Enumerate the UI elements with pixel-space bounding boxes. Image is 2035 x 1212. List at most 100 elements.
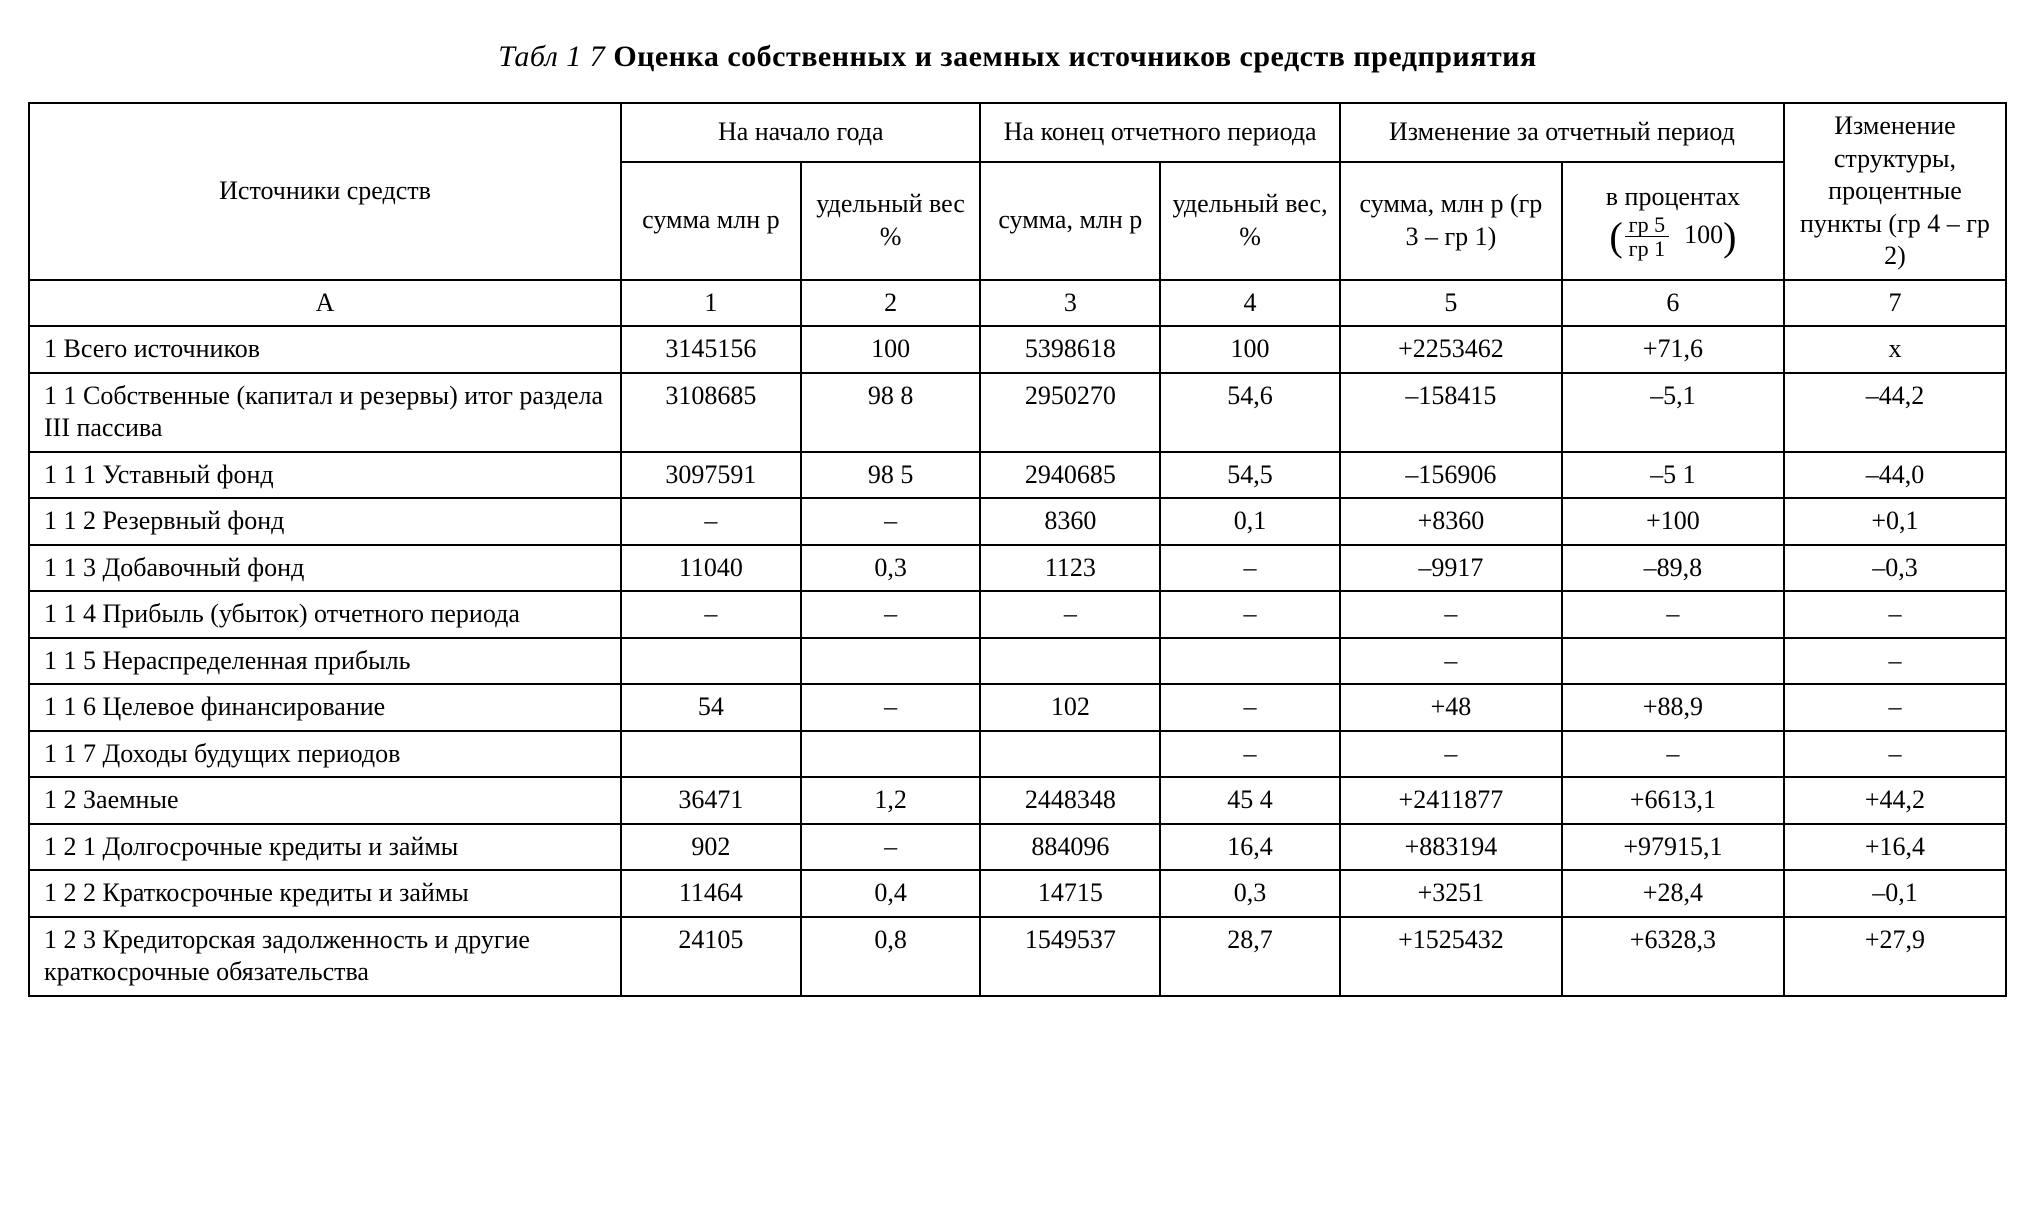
row-value: +8360 [1340, 498, 1562, 545]
row-value: +2253462 [1340, 326, 1562, 373]
header-group-change: Изменение за отчетный период [1340, 103, 1784, 162]
row-value: –9917 [1340, 545, 1562, 592]
row-value: – [801, 591, 981, 638]
table-body: 1 Всего источников31451561005398618100+2… [29, 326, 2006, 996]
row-value: 3097591 [621, 452, 801, 499]
row-value: +2411877 [1340, 777, 1562, 824]
row-value: 3108685 [621, 373, 801, 452]
row-value [1160, 638, 1340, 685]
row-value: 54 [621, 684, 801, 731]
row-value: 0,8 [801, 917, 981, 996]
row-source: 1 2 Заемные [29, 777, 621, 824]
row-value [621, 731, 801, 778]
row-value: 902 [621, 824, 801, 871]
row-value: – [1784, 731, 2006, 778]
row-value: 98 8 [801, 373, 981, 452]
row-value: х [1784, 326, 2006, 373]
row-value: –0,1 [1784, 870, 2006, 917]
row-value [621, 638, 801, 685]
row-value: +0,1 [1784, 498, 2006, 545]
header-sub-change-pct: в процентах (гр 5гр 1 100) [1562, 162, 1784, 280]
header-sources: Источники средств [29, 103, 621, 280]
row-source: 1 1 2 Резервный фонд [29, 498, 621, 545]
row-value: +88,9 [1562, 684, 1784, 731]
col-index: 6 [1562, 280, 1784, 327]
table-row: 1 1 3 Добавочный фонд110400,31123––9917–… [29, 545, 2006, 592]
row-value: –44,2 [1784, 373, 2006, 452]
row-value: 36471 [621, 777, 801, 824]
table-header: Источники средств На начало года На коне… [29, 103, 2006, 326]
row-source: 1 2 1 Долгосрочные кредиты и займы [29, 824, 621, 871]
header-sub-sum-begin: сумма млн р [621, 162, 801, 280]
row-value: 1549537 [980, 917, 1160, 996]
row-value: 2950270 [980, 373, 1160, 452]
table-row: 1 2 2 Краткосрочные кредиты и займы11464… [29, 870, 2006, 917]
row-value: +48 [1340, 684, 1562, 731]
row-value: 884096 [980, 824, 1160, 871]
row-value: 0,1 [1160, 498, 1340, 545]
table-row: 1 1 7 Доходы будущих периодов–––– [29, 731, 2006, 778]
header-sub-change-pct-formula: (гр 5гр 1 100) [1609, 220, 1736, 249]
assessment-table: Источники средств На начало года На коне… [28, 102, 2007, 997]
row-value: – [1784, 638, 2006, 685]
header-sub-sum-end: сумма, млн р [980, 162, 1160, 280]
row-value: – [1340, 591, 1562, 638]
row-value: 2448348 [980, 777, 1160, 824]
row-source: 1 2 2 Краткосрочные кредиты и займы [29, 870, 621, 917]
row-value: 100 [801, 326, 981, 373]
row-value: 11040 [621, 545, 801, 592]
table-row: 1 2 3 Кредиторская задолженность и други… [29, 917, 2006, 996]
row-value: –5,1 [1562, 373, 1784, 452]
row-value: – [801, 684, 981, 731]
row-value: – [1160, 545, 1340, 592]
row-source: 1 1 5 Нераспределенная прибыль [29, 638, 621, 685]
row-value: 24105 [621, 917, 801, 996]
row-source: 1 1 4 Прибыль (убыток) отчетного периода [29, 591, 621, 638]
row-value: – [621, 591, 801, 638]
row-value: –44,0 [1784, 452, 2006, 499]
header-group-end: На конец отчетного периода [980, 103, 1339, 162]
row-source: 1 1 6 Целевое финансирование [29, 684, 621, 731]
row-value: +97915,1 [1562, 824, 1784, 871]
row-value: 98 5 [801, 452, 981, 499]
col-index: 7 [1784, 280, 2006, 327]
row-value: –0,3 [1784, 545, 2006, 592]
row-value: +28,4 [1562, 870, 1784, 917]
row-value: +71,6 [1562, 326, 1784, 373]
row-value: – [801, 824, 981, 871]
row-value: 2940685 [980, 452, 1160, 499]
row-value: – [1160, 591, 1340, 638]
row-source: 1 1 7 Доходы будущих периодов [29, 731, 621, 778]
row-value: +44,2 [1784, 777, 2006, 824]
table-row: 1 1 2 Резервный фонд––83600,1+8360+100+0… [29, 498, 2006, 545]
row-value: –5 1 [1562, 452, 1784, 499]
row-value: 16,4 [1160, 824, 1340, 871]
table-row: 1 2 1 Долгосрочные кредиты и займы902–88… [29, 824, 2006, 871]
table-row: 1 Всего источников31451561005398618100+2… [29, 326, 2006, 373]
row-value: – [801, 498, 981, 545]
table-caption: Табл 1 7 Оценка собственных и заемных ис… [28, 40, 2007, 74]
row-value [980, 731, 1160, 778]
table-row: 1 1 6 Целевое финансирование54–102–+48+8… [29, 684, 2006, 731]
table-row: 1 1 1 Уставный фонд309759198 5294068554,… [29, 452, 2006, 499]
col-index: 2 [801, 280, 981, 327]
row-value: –89,8 [1562, 545, 1784, 592]
row-value: 3145156 [621, 326, 801, 373]
table-row: 1 1 Собственные (капитал и резервы) итог… [29, 373, 2006, 452]
row-value [980, 638, 1160, 685]
row-source: 1 1 1 Уставный фонд [29, 452, 621, 499]
row-value: +16,4 [1784, 824, 2006, 871]
row-value: – [1784, 591, 2006, 638]
row-value [801, 731, 981, 778]
row-value: –158415 [1340, 373, 1562, 452]
row-value: +6328,3 [1562, 917, 1784, 996]
caption-label: Табл 1 7 [498, 40, 605, 73]
row-value: –156906 [1340, 452, 1562, 499]
row-value: 14715 [980, 870, 1160, 917]
row-source: 1 2 3 Кредиторская задолженность и други… [29, 917, 621, 996]
row-value: +3251 [1340, 870, 1562, 917]
header-sub-weight-end: удельный вес, % [1160, 162, 1340, 280]
row-value: 54,5 [1160, 452, 1340, 499]
row-value: 0,3 [801, 545, 981, 592]
row-source: 1 1 3 Добавочный фонд [29, 545, 621, 592]
